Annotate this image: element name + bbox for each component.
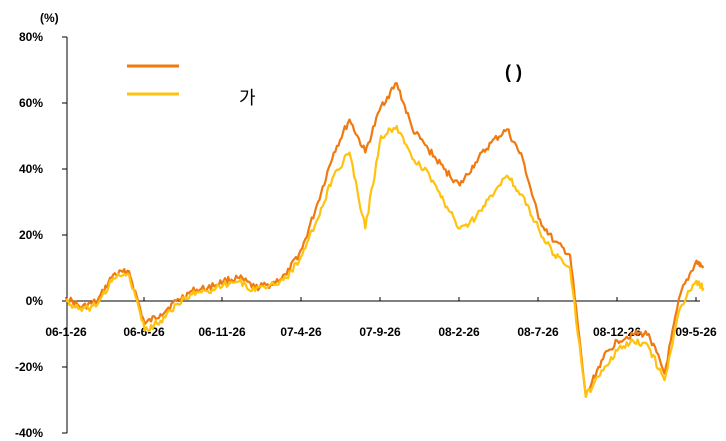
x-tick-label: 07-4-26 (280, 325, 322, 339)
y-tick-label: 20% (19, 228, 43, 242)
x-tick-label: 08-2-26 (438, 325, 480, 339)
y-tick-label: 40% (19, 162, 43, 176)
y-axis-unit-label: (%) (40, 11, 59, 25)
chart-note: ( ) (505, 62, 522, 82)
x-tick-label: 06-6-26 (123, 325, 165, 339)
x-tick-label: 08-12-26 (593, 325, 641, 339)
legend: 가 (127, 64, 256, 109)
x-tick-label: 06-11-26 (198, 325, 246, 339)
x-tick-label: 08-7-26 (517, 325, 559, 339)
series-layer (64, 82, 705, 398)
x-tick-label: 07-9-26 (359, 325, 401, 339)
y-tick-label: -40% (15, 426, 43, 440)
legend-label-2: 가 (239, 88, 256, 109)
series-line-2 (65, 125, 705, 398)
y-tick-label: 80% (19, 30, 43, 44)
x-axis: 06-1-26 06-6-26 06-11-26 07-4-26 07-9-26 08-2… (45, 297, 717, 339)
series-line-1 (64, 82, 705, 398)
y-tick-label: -20% (15, 360, 43, 374)
y-tick-label: 60% (19, 96, 43, 110)
x-tick-label: 06-1-26 (45, 325, 87, 339)
y-axis: 80% 60% 40% 20% 0% -20% -40% (15, 30, 68, 440)
y-tick-label: 0% (26, 294, 44, 308)
x-tick-label: 09-5-26 (675, 325, 717, 339)
